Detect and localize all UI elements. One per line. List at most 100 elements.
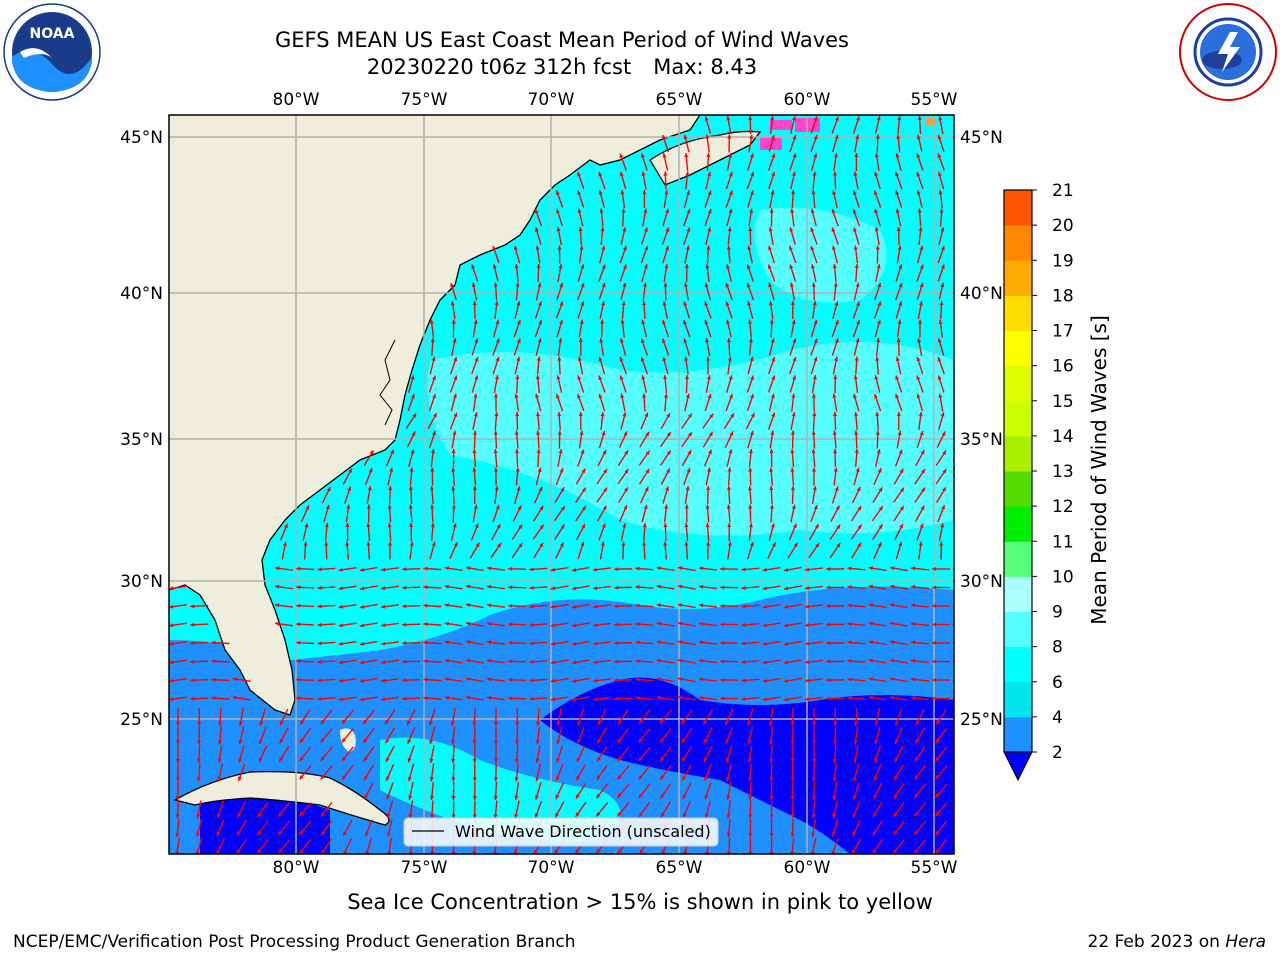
wave-arrow: [804, 567, 824, 572]
wave-arrow: [725, 375, 733, 393]
wave-arrow: [677, 677, 696, 683]
wave-arrow: [935, 727, 948, 744]
wave-arrow: [910, 584, 930, 590]
wave-arrow: [492, 504, 500, 523]
wave-arrow: [409, 467, 414, 486]
wave-arrow: [380, 567, 400, 572]
wave-arrow: [895, 708, 903, 726]
wave-arrow: [811, 763, 816, 782]
wave-arrow: [469, 542, 480, 559]
wave-arrow: [811, 189, 816, 209]
wave-arrow: [550, 696, 569, 702]
wave-arrow: [705, 522, 710, 542]
wave-arrow: [493, 726, 499, 745]
wave-arrow: [659, 764, 672, 781]
wave-arrow: [529, 567, 548, 572]
wave-arrow: [677, 603, 696, 609]
wave-arrow: [617, 709, 629, 725]
wave-arrow: [681, 431, 693, 448]
wave-arrow: [638, 783, 651, 799]
wave-arrow: [514, 781, 520, 801]
wave-arrow: [592, 678, 612, 683]
wave-arrow: [810, 837, 817, 854]
wave-arrow: [889, 658, 908, 664]
wave-arrow: [320, 801, 333, 818]
wave-arrow: [423, 566, 442, 571]
wave-arrow: [937, 356, 945, 375]
wave-arrow: [851, 486, 861, 504]
wave-arrow: [406, 708, 416, 726]
wave-arrow: [465, 566, 484, 572]
wave-arrow: [875, 356, 880, 375]
wave-arrow: [444, 677, 463, 683]
wave-arrow: [871, 505, 884, 522]
wave-arrow: [557, 449, 563, 467]
wave-arrow: [811, 781, 816, 801]
wave-arrow: [597, 708, 607, 726]
wave-arrow: [430, 448, 436, 468]
wave-arrow: [726, 337, 731, 357]
wave-arrow: [571, 585, 590, 591]
wave-arrow: [430, 800, 435, 819]
wave-arrow: [893, 783, 905, 799]
wave-arrow: [659, 709, 672, 725]
wave-arrow: [789, 227, 796, 245]
wave-arrow: [663, 171, 668, 190]
wave-arrow: [599, 541, 605, 560]
wave-arrow: [296, 603, 315, 608]
wave-arrow: [408, 449, 415, 467]
wave-arrow: [596, 764, 608, 781]
wave-arrow: [320, 838, 332, 854]
wave-arrow: [299, 746, 312, 762]
wave-arrow: [659, 728, 672, 743]
wave-arrow: [444, 566, 463, 572]
wave-arrow: [451, 338, 457, 356]
wave-arrow: [169, 641, 188, 646]
wave-arrow: [769, 448, 774, 468]
wave-arrow: [402, 622, 421, 627]
wave-arrow: [847, 677, 866, 682]
wave-arrow: [529, 641, 548, 646]
wave-arrow: [444, 640, 463, 646]
wave-arrow: [450, 282, 457, 301]
wave-arrow: [826, 585, 845, 590]
wave-arrow: [639, 431, 650, 448]
wave-arrow: [896, 411, 901, 431]
wave-arrow: [317, 604, 336, 609]
wave-arrow: [916, 134, 923, 153]
wave-arrow: [620, 282, 627, 301]
lon-label-bottom: 60°W: [784, 858, 831, 878]
colorbar-extend: [1003, 751, 1033, 782]
wave-arrow: [767, 264, 776, 282]
wave-arrow: [935, 820, 948, 836]
wave-arrow: [746, 264, 754, 282]
wave-arrow: [720, 640, 739, 645]
wave-arrow: [826, 641, 845, 646]
wave-arrow: [680, 727, 693, 744]
wave-arrow: [854, 152, 859, 172]
wave-arrow: [889, 640, 908, 646]
wave-arrow: [345, 541, 350, 560]
wave-arrow: [169, 696, 188, 702]
wave-arrow: [571, 640, 590, 646]
wave-arrow: [892, 801, 905, 818]
wave-arrow: [789, 134, 797, 153]
wave-arrow: [279, 727, 289, 744]
wave-arrow: [875, 264, 881, 282]
wave-arrow: [175, 818, 180, 838]
wave-arrow: [747, 301, 754, 319]
wave-arrow: [851, 542, 862, 559]
wave-arrow: [614, 641, 633, 646]
wave-arrow: [571, 603, 590, 609]
wave-arrow: [720, 696, 739, 701]
wave-arrow: [641, 375, 648, 393]
wave-arrow: [592, 585, 612, 591]
wave-arrow: [402, 641, 421, 646]
wave-arrow: [639, 486, 649, 504]
wave-arrow: [895, 541, 903, 560]
wave-arrow: [847, 566, 866, 571]
wave-arrow: [536, 356, 541, 375]
wave-arrow: [635, 696, 654, 701]
wave-arrow: [871, 838, 884, 854]
wave-arrow: [554, 801, 565, 818]
